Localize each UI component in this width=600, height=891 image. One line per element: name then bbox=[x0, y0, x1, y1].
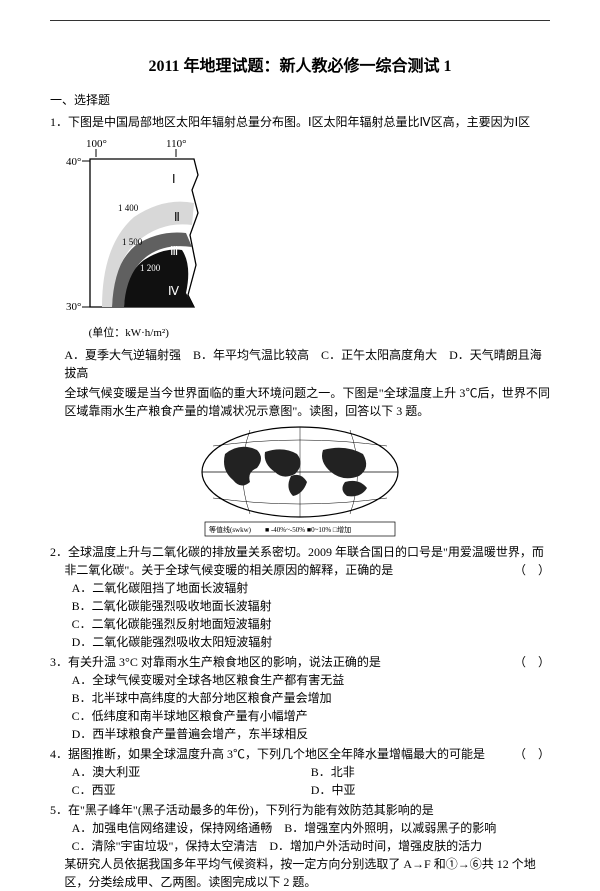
q1-options: A．夏季大气逆辐射强 B．年平均气温比较高 C．正午太阳高度角大 D．天气晴朗且… bbox=[50, 346, 550, 382]
question-3-text: 3．有关升温 3°C 对靠雨水生产粮食地区的影响，说法正确的是 （ ） bbox=[50, 653, 550, 671]
lat-40: 40° bbox=[66, 156, 81, 168]
q2-opt-c: C．二氧化碳能强烈反射地面短波辐射 bbox=[50, 615, 550, 633]
question-3: 3．有关升温 3°C 对靠雨水生产粮食地区的影响，说法正确的是 （ ） A．全球… bbox=[50, 653, 550, 743]
page-title: 2011 年地理试题：新人教必修一综合测试 1 bbox=[50, 55, 550, 79]
passage-1: 全球气候变暖是当今世界面临的重大环境问题之一。下图是"全球温度上升 3℃后，世界… bbox=[50, 384, 550, 420]
figure-1-map: 100° 110° 40° 30° 1 400 1 500 1 200 bbox=[64, 135, 550, 342]
q4-opt-a: A．澳大利亚 bbox=[72, 763, 311, 781]
question-1-text: 1．下图是中国局部地区太阳年辐射总量分布图。Ⅰ区太阳年辐射总量比Ⅳ区高，主要因为… bbox=[50, 113, 550, 131]
region-3: Ⅲ bbox=[170, 244, 178, 258]
q3-opt-b: B．北半球中高纬度的大部分地区粮食产量会增加 bbox=[50, 689, 550, 707]
china-radiation-map-svg: 100° 110° 40° 30° 1 400 1 500 1 200 bbox=[64, 135, 224, 325]
q3-number: 3． bbox=[50, 655, 68, 669]
question-1: 1．下图是中国局部地区太阳年辐射总量分布图。Ⅰ区太阳年辐射总量比Ⅳ区高，主要因为… bbox=[50, 113, 550, 382]
legend-2: ■ -40%~-50% ■0~10% □增加 bbox=[265, 525, 351, 534]
q2-number: 2． bbox=[50, 545, 68, 559]
q3-body: 有关升温 3°C 对靠雨水生产粮食地区的影响，说法正确的是 bbox=[68, 655, 381, 669]
q2-opt-d: D．二氧化碳能强烈吸收太阳短波辐射 bbox=[50, 633, 550, 651]
figure-2-world: 等值线(swkw) ■ -40%~-50% ■0~10% □增加 bbox=[195, 424, 405, 539]
q5-number: 5． bbox=[50, 803, 68, 817]
exam-page: 2011 年地理试题：新人教必修一综合测试 1 一、选择题 1．下图是中国局部地… bbox=[0, 0, 600, 845]
question-2: 2．全球温度上升与二氧化碳的排放量关系密切。2009 年联合国日的口号是"用爱温… bbox=[50, 543, 550, 651]
contour-1200: 1 200 bbox=[140, 263, 161, 273]
q4-number: 4． bbox=[50, 747, 68, 761]
q2-paren: （ ） bbox=[528, 561, 550, 579]
q5-trailing: 某研究人员依据我国多年平均气候资料，按一定方向分别选取了 A→F 和①→⑥共 1… bbox=[50, 855, 550, 891]
q3-opt-d: D．西半球粮食产量普遍会增产，东半球相反 bbox=[50, 725, 550, 743]
q4-opt-c: C．西亚 bbox=[72, 781, 311, 799]
region-1: Ⅰ bbox=[172, 172, 176, 186]
q2-body: 全球温度上升与二氧化碳的排放量关系密切。2009 年联合国日的口号是"用爱温暖世… bbox=[64, 545, 544, 577]
lat-30: 30° bbox=[66, 301, 81, 313]
q3-opt-a: A．全球气候变暖对全球各地区粮食生产都有害无益 bbox=[50, 671, 550, 689]
question-4-text: 4．据图推断，如果全球温度升高 3℃，下列几个地区全年降水量增幅最大的可能是 （… bbox=[50, 745, 550, 763]
q2-opt-b: B．二氧化碳能强烈吸收地面长波辐射 bbox=[50, 597, 550, 615]
header-rule bbox=[50, 20, 550, 21]
section-1-heading: 一、选择题 bbox=[50, 91, 550, 109]
q2-opt-a: A．二氧化碳阻挡了地面长波辐射 bbox=[50, 579, 550, 597]
q4-opt-d: D．中亚 bbox=[311, 781, 550, 799]
q5-opt-cd: C．清除"宇宙垃圾"，保持太空清洁 D．增加户外活动时间，增强皮肤的活力 bbox=[50, 837, 550, 855]
q1-body: 下图是中国局部地区太阳年辐射总量分布图。Ⅰ区太阳年辐射总量比Ⅳ区高，主要因为Ⅰ区 bbox=[68, 115, 530, 129]
question-2-text: 2．全球温度上升与二氧化碳的排放量关系密切。2009 年联合国日的口号是"用爱温… bbox=[50, 543, 550, 579]
lon-110: 110° bbox=[166, 138, 187, 150]
q4-body: 据图推断，如果全球温度升高 3℃，下列几个地区全年降水量增幅最大的可能是 bbox=[68, 747, 485, 761]
q4-opt-b: B．北非 bbox=[311, 763, 550, 781]
q4-row2: C．西亚 D．中亚 bbox=[50, 781, 550, 799]
question-5-text: 5．在"黑子峰年"(黑子活动最多的年份)，下列行为能有效防范其影响的是 bbox=[50, 801, 550, 819]
q4-row1: A．澳大利亚 B．北非 bbox=[50, 763, 550, 781]
legend-1: 等值线(swkw) bbox=[209, 525, 252, 534]
q4-paren: （ ） bbox=[528, 745, 550, 763]
question-5: 5．在"黑子峰年"(黑子活动最多的年份)，下列行为能有效防范其影响的是 A．加强… bbox=[50, 801, 550, 891]
q3-paren: （ ） bbox=[528, 653, 550, 671]
figure-1-caption: (单位：kW·h/m²) bbox=[89, 325, 550, 342]
world-map-svg: 等值线(swkw) ■ -40%~-50% ■0~10% □增加 bbox=[195, 424, 405, 539]
q1-number: 1． bbox=[50, 115, 68, 129]
q3-opt-c: C．低纬度和南半球地区粮食产量有小幅增产 bbox=[50, 707, 550, 725]
contour-1500: 1 500 bbox=[122, 237, 143, 247]
region-4: Ⅳ bbox=[168, 284, 179, 298]
q5-opt-ab: A．加强电信网络建设，保持网络通畅 B．增强室内外照明，以减弱黑子的影响 bbox=[50, 819, 550, 837]
lon-100: 100° bbox=[86, 138, 107, 150]
question-4: 4．据图推断，如果全球温度升高 3℃，下列几个地区全年降水量增幅最大的可能是 （… bbox=[50, 745, 550, 799]
contour-1400: 1 400 bbox=[118, 203, 139, 213]
region-2: Ⅱ bbox=[174, 210, 180, 224]
q5-body: 在"黑子峰年"(黑子活动最多的年份)，下列行为能有效防范其影响的是 bbox=[68, 803, 434, 817]
